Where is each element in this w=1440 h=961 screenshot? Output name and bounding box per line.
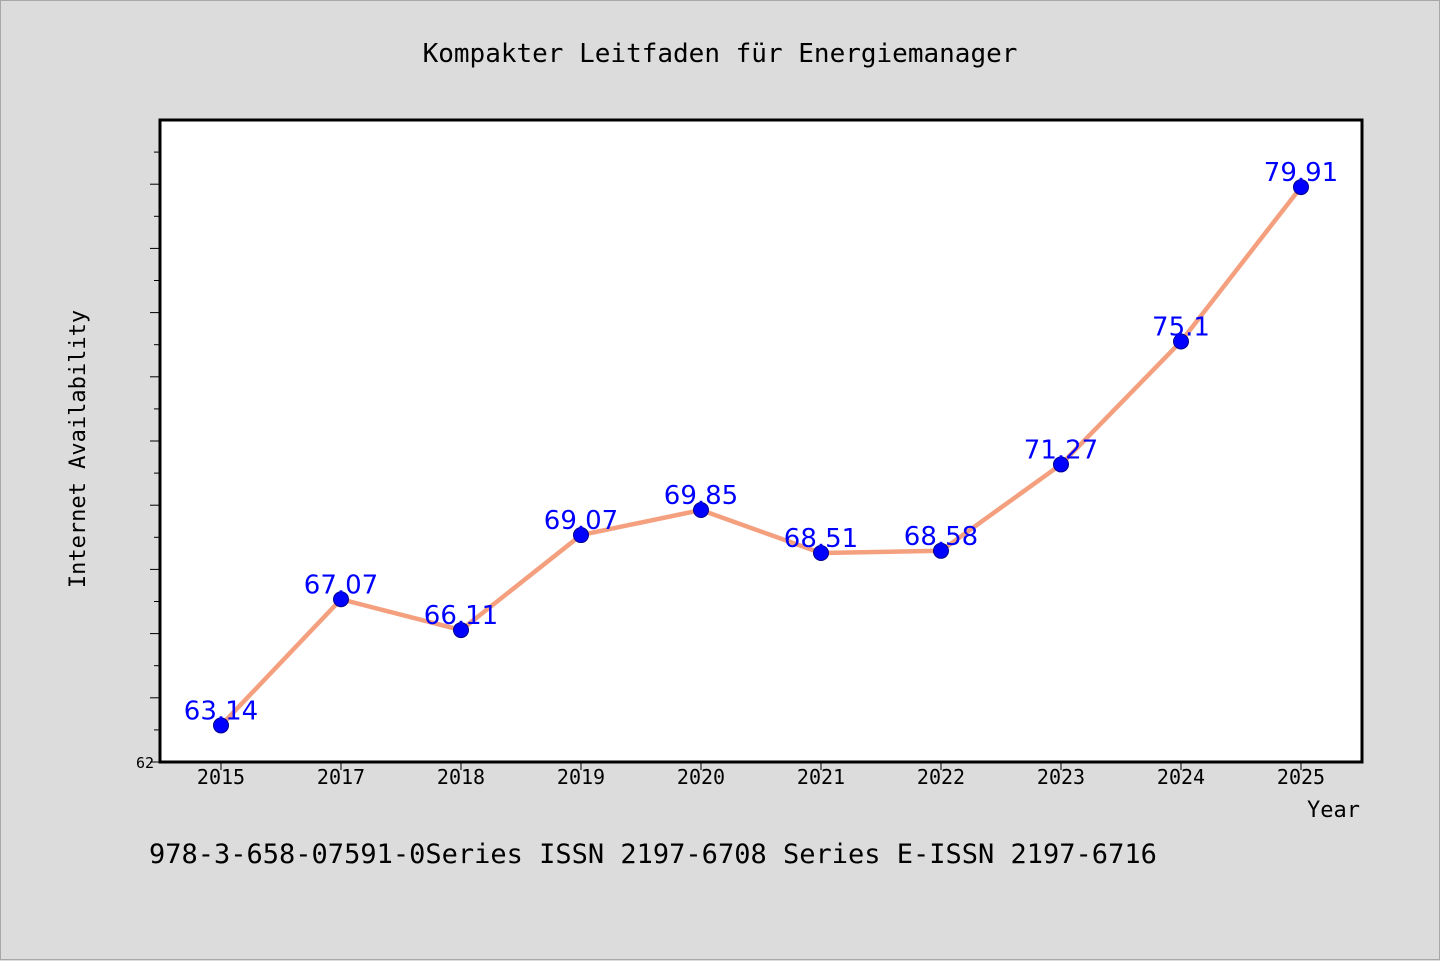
- x-tick-label: 2015: [197, 765, 245, 789]
- data-label: 67.07: [304, 570, 378, 600]
- x-tick-label: 2022: [917, 765, 965, 789]
- data-label: 63.14: [184, 696, 258, 726]
- data-point: [453, 622, 469, 639]
- series-line: [218, 184, 1304, 728]
- x-tick-label: 2021: [797, 765, 845, 789]
- data-point: [573, 527, 589, 544]
- data-point: [1173, 333, 1189, 350]
- x-tick-label: 2023: [1037, 765, 1085, 789]
- data-label: 69.85: [664, 481, 738, 511]
- data-label: 68.51: [784, 524, 858, 554]
- data-point: [333, 591, 349, 608]
- plot-area: [158, 118, 1364, 764]
- x-tick-label: 2017: [317, 765, 365, 789]
- data-label: 66.11: [424, 601, 498, 631]
- data-point: [213, 717, 229, 734]
- data-point: [693, 502, 709, 519]
- series-line-group: [218, 184, 1304, 728]
- y-axis-ticks: 62: [136, 151, 160, 772]
- y-axis-label: Internet Availability: [66, 310, 91, 588]
- data-point: [933, 542, 949, 559]
- x-tick-label: 2019: [557, 765, 605, 789]
- x-tick-label: 2018: [437, 765, 485, 789]
- data-label: 75.1: [1152, 312, 1210, 342]
- data-label: 79.91: [1264, 158, 1338, 188]
- data-point: [1053, 456, 1069, 473]
- data-label: 68.58: [904, 522, 978, 552]
- data-point: [813, 545, 829, 562]
- data-markers: [213, 179, 1309, 734]
- data-labels: 63.14 67.07 66.11 69.07 69.85 68.51 68.58 71.27…: [184, 158, 1338, 726]
- x-axis-label: Year: [1307, 798, 1360, 823]
- x-tick-label: 2020: [677, 765, 725, 789]
- x-tick-label: 2025: [1277, 765, 1325, 789]
- data-point: [1293, 179, 1309, 196]
- x-tick-label: 2024: [1157, 765, 1205, 789]
- x-axis-ticks: 2015 2017 2018 2019 2020 2021 2022 2023 2024 2025: [197, 762, 1325, 789]
- data-label: 71.27: [1024, 435, 1098, 465]
- data-label: 69.07: [544, 506, 618, 536]
- y-tick-label: 62: [136, 754, 154, 772]
- chart-title: Kompakter Leitfaden für Energiemanager: [423, 39, 1018, 69]
- footer-text: 978-3-658-07591-0Series ISSN 2197-6708 S…: [149, 839, 1157, 870]
